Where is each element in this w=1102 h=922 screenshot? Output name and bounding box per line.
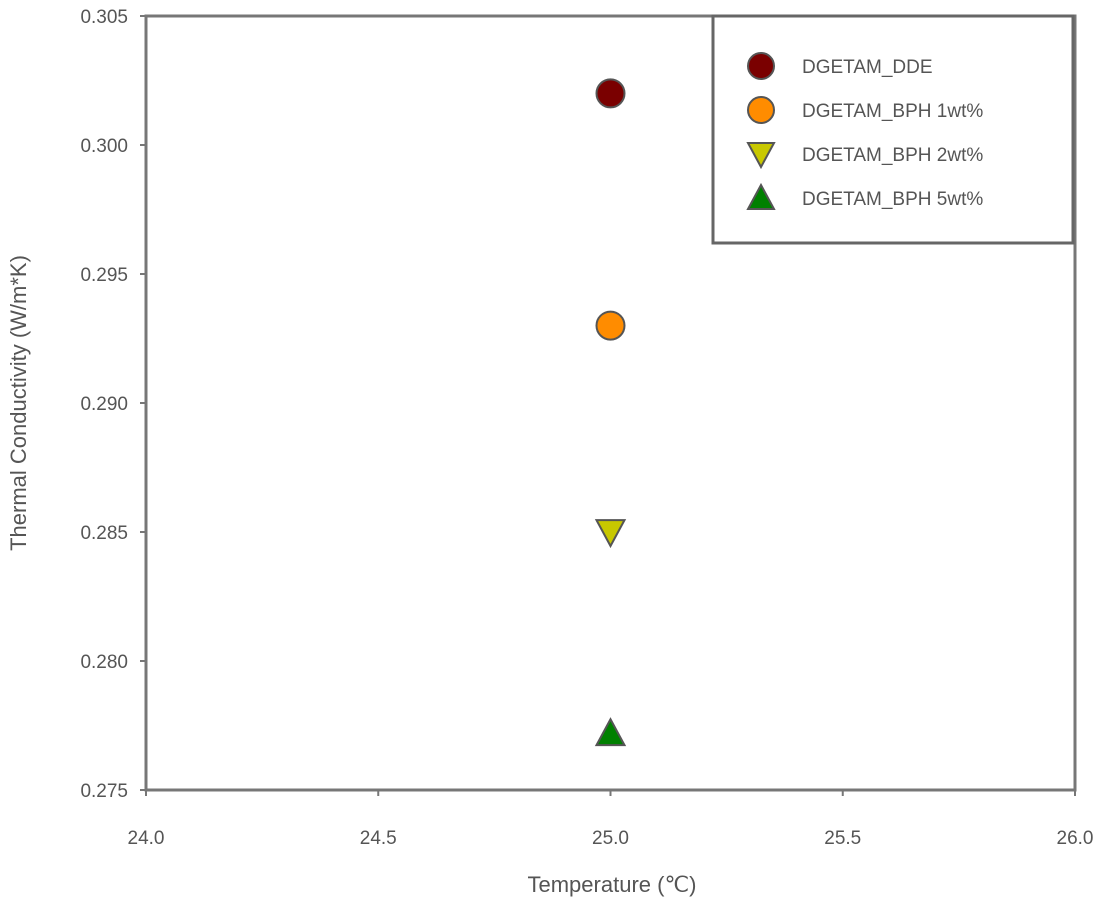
data-point-dgetam-bph-5wt-: [594, 717, 627, 747]
y-axis-label: Thermal Conductivity (W/m*K): [6, 255, 31, 551]
legend-marker-2: [746, 141, 776, 170]
y-tick-label: 0.280: [80, 652, 128, 673]
x-tick-label: 25.0: [592, 828, 629, 849]
x-tick-label: 24.0: [128, 828, 165, 849]
legend-label: DGETAM_BPH 5wt%: [802, 189, 983, 210]
x-tick-label: 26.0: [1057, 828, 1094, 849]
data-point-dgetam-bph-1wt-: [595, 310, 626, 341]
legend-marker-3: [746, 182, 776, 211]
y-tick-label: 0.285: [80, 523, 128, 544]
y-tick-label: 0.305: [80, 7, 128, 28]
legend-box: [711, 14, 1075, 245]
y-tick-label: 0.275: [80, 781, 128, 802]
y-tick-label: 0.300: [80, 136, 128, 157]
legend-label: DGETAM_DDE: [802, 57, 933, 78]
x-tick-label: 24.5: [360, 828, 397, 849]
x-tick-label: 25.5: [824, 828, 861, 849]
data-point-dgetam-bph-2wt-: [594, 519, 627, 549]
data-point-dgetam-dde: [595, 78, 626, 109]
y-tick-label: 0.290: [80, 394, 128, 415]
legend: DGETAM_DDE DGETAM_BPH 1wt% DGETAM_BPH 2wt%…: [711, 14, 1075, 245]
legend-label: DGETAM_BPH 1wt%: [802, 101, 983, 122]
x-axis-label: Temperature (℃): [528, 872, 697, 897]
y-tick-label: 0.295: [80, 265, 128, 286]
legend-label: DGETAM_BPH 2wt%: [802, 145, 983, 166]
legend-marker-1: [747, 96, 775, 124]
legend-marker-0: [747, 52, 775, 80]
